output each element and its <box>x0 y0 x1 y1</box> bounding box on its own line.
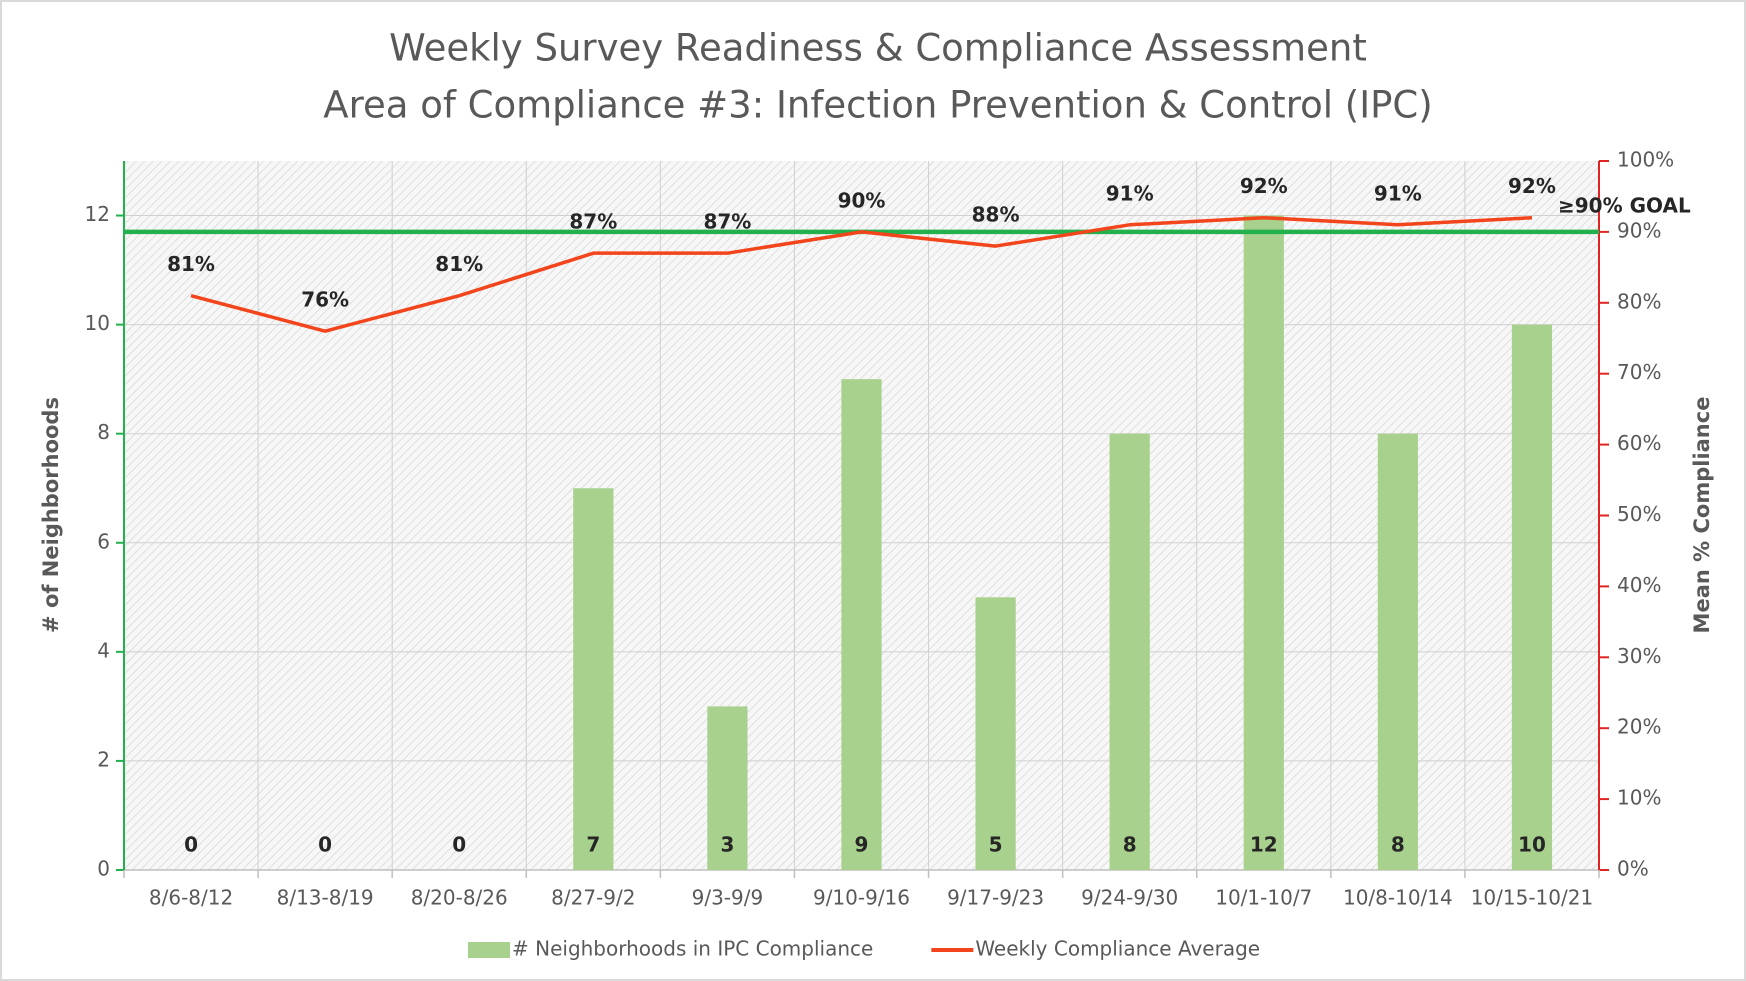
y2-tick-label: 0% <box>1617 857 1649 881</box>
bar-value-label: 0 <box>318 833 332 857</box>
y2-tick-label: 20% <box>1617 715 1661 739</box>
x-tick-label: 10/15-10/21 <box>1471 886 1594 910</box>
y2-tick-label: 80% <box>1617 289 1661 313</box>
bar-value-label: 9 <box>855 833 869 857</box>
bar-value-label: 0 <box>452 833 466 857</box>
bar-value-label: 12 <box>1250 833 1278 857</box>
chart-subtitle: Area of Compliance #3: Infection Prevent… <box>323 84 1432 127</box>
x-tick-label: 9/10-9/16 <box>813 886 910 910</box>
bar-value-label: 10 <box>1518 833 1546 857</box>
y2-tick-label: 30% <box>1617 644 1661 668</box>
chart-title: Weekly Survey Readiness & Compliance Ass… <box>389 27 1367 70</box>
line-value-label: 91% <box>1374 181 1422 205</box>
y-tick-label: 8 <box>97 420 110 444</box>
bar <box>1377 433 1418 870</box>
line-value-label: 81% <box>435 252 483 276</box>
line-value-label: 91% <box>1106 181 1154 205</box>
goal-label: ≥90% GOAL <box>1558 193 1691 217</box>
line-value-label: 92% <box>1508 174 1556 198</box>
y-tick-label: 10 <box>85 311 110 335</box>
y2-tick-label: 10% <box>1617 786 1661 810</box>
y2-tick-label: 100% <box>1617 148 1674 172</box>
bar-value-label: 3 <box>720 833 734 857</box>
x-tick-label: 8/13-8/19 <box>277 886 374 910</box>
line-value-label: 90% <box>838 188 886 212</box>
x-tick-label: 9/3-9/9 <box>692 886 764 910</box>
bar <box>573 488 614 870</box>
y2-tick-label: 50% <box>1617 502 1661 526</box>
x-tick-label: 9/17-9/23 <box>947 886 1044 910</box>
y2-axis-label: Mean % Compliance <box>1690 397 1714 634</box>
x-tick-label: 8/20-8/26 <box>411 886 508 910</box>
bar-value-label: 8 <box>1391 833 1405 857</box>
x-tick-label: 9/24-9/30 <box>1081 886 1178 910</box>
line <box>190 215 1533 333</box>
y-tick-label: 12 <box>85 202 110 226</box>
legend-swatch <box>468 942 510 958</box>
x-tick-label: 8/6-8/12 <box>149 886 233 910</box>
bar <box>707 706 748 870</box>
y-tick-label: 0 <box>97 857 110 881</box>
legend-label: Weekly Compliance Average <box>975 937 1260 961</box>
line-value-label: 81% <box>167 252 215 276</box>
line-value-label: 76% <box>301 288 349 312</box>
bar <box>1109 433 1150 870</box>
y-axis-label: # of Neighborhoods <box>39 397 63 633</box>
bar-value-label: 8 <box>1123 833 1137 857</box>
line-value-label: 92% <box>1240 174 1288 198</box>
line-value-label: 87% <box>703 210 751 234</box>
bar-value-label: 7 <box>586 833 600 857</box>
y2-tick-label: 70% <box>1617 360 1661 384</box>
y-tick-label: 4 <box>97 638 110 662</box>
bar-value-label: 0 <box>184 833 198 857</box>
y-tick-label: 2 <box>97 747 110 771</box>
x-tick-label: 10/8-10/14 <box>1343 886 1453 910</box>
y2-tick-label: 40% <box>1617 573 1661 597</box>
bar-value-label: 5 <box>989 833 1003 857</box>
x-tick-label: 8/27-9/2 <box>551 886 635 910</box>
y2-tick-label: 90% <box>1617 218 1661 242</box>
y-tick-label: 6 <box>97 529 110 553</box>
legend-label: # Neighborhoods in IPC Compliance <box>512 937 873 961</box>
bar <box>1243 215 1284 871</box>
bar <box>1511 324 1553 871</box>
bar <box>975 597 1016 870</box>
line-value-label: 87% <box>569 210 617 234</box>
line-value-label: 88% <box>972 203 1020 227</box>
bar <box>841 379 882 870</box>
y2-tick-label: 60% <box>1617 431 1661 455</box>
x-tick-label: 10/1-10/7 <box>1215 886 1312 910</box>
